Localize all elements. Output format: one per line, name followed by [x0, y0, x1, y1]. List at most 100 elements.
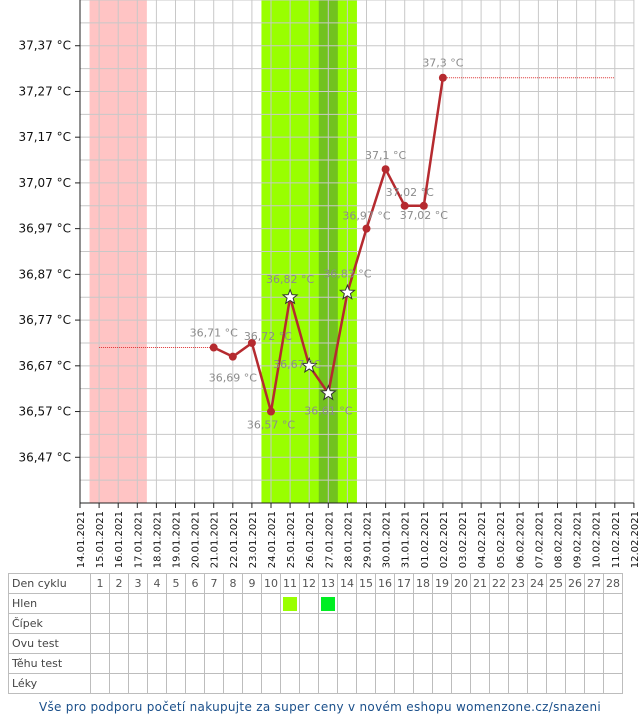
cycle-day: 23 — [508, 573, 528, 594]
table-cell — [432, 593, 452, 614]
table-row: Ovu test — [8, 633, 623, 654]
x-tick-label: 28.01.2021 — [343, 511, 354, 568]
cycle-day: 13 — [318, 573, 338, 594]
table-cell — [527, 633, 547, 654]
table-cell — [546, 633, 566, 654]
table-cell — [451, 653, 471, 674]
value-label: 36,61 °C — [304, 404, 352, 417]
x-tick-label: 02.02.2021 — [439, 511, 450, 568]
table-cell — [109, 613, 129, 634]
x-tick-label: 08.02.2021 — [554, 511, 565, 568]
table-cell — [185, 653, 205, 674]
x-tick-label: 20.01.2021 — [191, 511, 202, 568]
table-cell — [204, 653, 224, 674]
value-label: 36,97 °C — [342, 210, 390, 223]
x-tick-label: 23.01.2021 — [248, 511, 259, 568]
x-tick-label: 26.01.2021 — [305, 511, 316, 568]
table-cell — [489, 673, 509, 694]
table-cell — [109, 653, 129, 674]
table-cell — [527, 653, 547, 674]
table-cell — [147, 593, 167, 614]
table-row: Hlen — [8, 593, 623, 614]
table-cell — [223, 673, 243, 694]
table-cell — [223, 633, 243, 654]
table-cell — [451, 633, 471, 654]
x-tick-label: 22.01.2021 — [229, 511, 240, 568]
table-cell — [584, 613, 604, 634]
table-cell — [603, 633, 623, 654]
x-tick-label: 01.02.2021 — [420, 511, 431, 568]
table-cell — [432, 653, 452, 674]
cycle-day: 26 — [565, 573, 585, 594]
table-cell — [413, 593, 433, 614]
cycle-day: 5 — [166, 573, 186, 594]
table-cell — [489, 593, 509, 614]
table-row: Těhu test — [8, 653, 623, 674]
x-tick-label: 21.01.2021 — [210, 511, 221, 568]
hlen-mark — [321, 596, 335, 611]
table-cell — [299, 593, 319, 614]
data-point-star — [319, 384, 337, 401]
table-cell — [242, 613, 262, 634]
table-cell — [337, 673, 357, 694]
table-cell — [242, 593, 262, 614]
table-cell — [337, 613, 357, 634]
table-cell — [565, 653, 585, 674]
y-tick-label: 36,57 °C — [18, 405, 71, 419]
x-tick-label: 31.01.2021 — [401, 511, 412, 568]
x-tick-label: 16.01.2021 — [114, 511, 125, 568]
row-label: Hlen — [8, 593, 91, 614]
data-point — [419, 201, 428, 210]
cycle-day: 25 — [546, 573, 566, 594]
cycle-day: 2 — [109, 573, 129, 594]
x-tick-label: 06.02.2021 — [515, 511, 526, 568]
table-cell — [508, 673, 528, 694]
x-tick-label: 29.01.2021 — [363, 511, 374, 568]
data-point — [438, 73, 447, 82]
cycle-day: 6 — [185, 573, 205, 594]
y-tick-label: 37,37 °C — [18, 39, 71, 53]
table-cell — [299, 673, 319, 694]
table-cell — [603, 613, 623, 634]
table-cell — [147, 613, 167, 634]
table-cell — [508, 613, 528, 634]
table-cell — [432, 613, 452, 634]
table-cell — [394, 593, 414, 614]
cycle-day: 24 — [527, 573, 547, 594]
table-cell — [242, 633, 262, 654]
table-cell — [204, 593, 224, 614]
table-cell — [299, 613, 319, 634]
x-tick-label: 04.02.2021 — [477, 511, 488, 568]
x-tick-label: 19.01.2021 — [172, 511, 183, 568]
table-cell — [508, 633, 528, 654]
data-point — [247, 338, 256, 347]
table-cell — [375, 613, 395, 634]
x-tick-label: 18.01.2021 — [152, 511, 163, 568]
x-tick-label: 15.01.2021 — [95, 511, 106, 568]
table-cell — [489, 653, 509, 674]
hlen-mark — [283, 596, 297, 611]
value-label: 37,02 °C — [400, 209, 448, 222]
row-label: Těhu test — [8, 653, 91, 674]
y-tick-label: 37,17 °C — [18, 130, 71, 144]
table-cell — [413, 613, 433, 634]
y-tick-label: 36,77 °C — [18, 313, 71, 327]
level-lines — [99, 77, 615, 349]
table-cell — [546, 673, 566, 694]
table-cell — [546, 653, 566, 674]
row-label: Den cyklu — [8, 573, 91, 594]
table-cell — [337, 653, 357, 674]
y-tick-label: 36,87 °C — [18, 267, 71, 281]
footer-link[interactable]: Vše pro podporu početí nakupujte za supe… — [38, 700, 602, 714]
table-cell — [185, 613, 205, 634]
table-cell — [470, 673, 490, 694]
table-cell — [565, 593, 585, 614]
table-cell — [242, 673, 262, 694]
table-cell — [451, 673, 471, 694]
table-cell — [394, 653, 414, 674]
value-label: 36,69 °C — [209, 372, 257, 385]
table-cell — [356, 593, 376, 614]
table-cell — [261, 593, 281, 614]
cycle-day: 7 — [204, 573, 224, 594]
bbt-chart: 36,47 °C 36,57 °C 36,67 °C 36,77 °C 36,87 °C… — [18, 0, 640, 568]
